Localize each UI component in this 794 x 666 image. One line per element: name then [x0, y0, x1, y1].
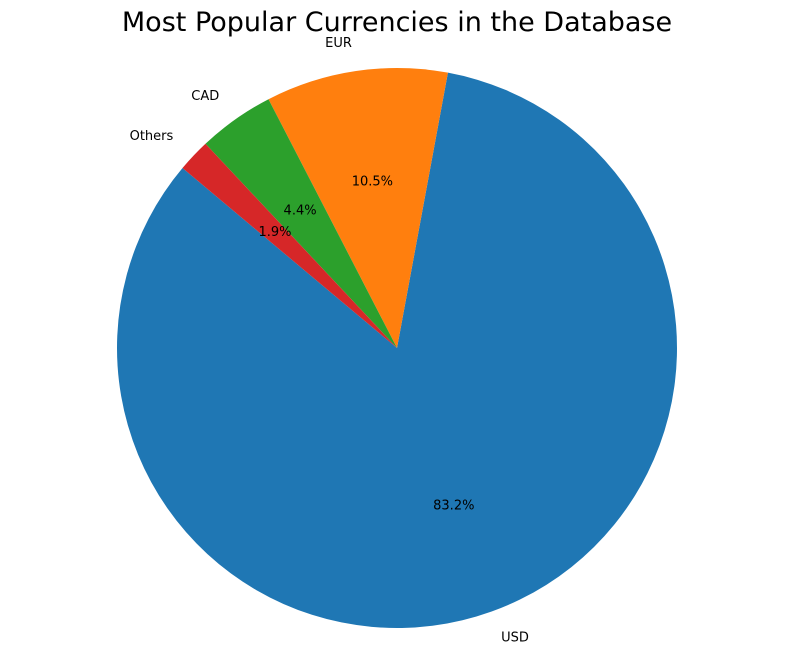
slice-eur	[268, 68, 448, 348]
slice-label-usd: USD	[501, 630, 529, 645]
chart-title: Most Popular Currencies in the Database	[122, 7, 672, 38]
slice-percent-cad: 4.4%	[284, 203, 317, 218]
slice-label-cad: CAD	[191, 89, 219, 104]
slice-usd	[117, 72, 678, 628]
slice-percent-eur: 10.5%	[352, 174, 393, 189]
pie-slices	[117, 68, 678, 628]
slice-percent-others: 1.9%	[258, 225, 291, 240]
slice-label-eur: EUR	[325, 36, 352, 51]
slice-cad	[205, 99, 397, 348]
slice-others	[182, 143, 397, 348]
slice-percent-usd: 83.2%	[433, 499, 474, 514]
slice-label-others: Others	[130, 129, 174, 144]
pie-labels: USD 83.2% EUR 10.5% CAD 4.4% Others 1.9%	[130, 36, 529, 646]
